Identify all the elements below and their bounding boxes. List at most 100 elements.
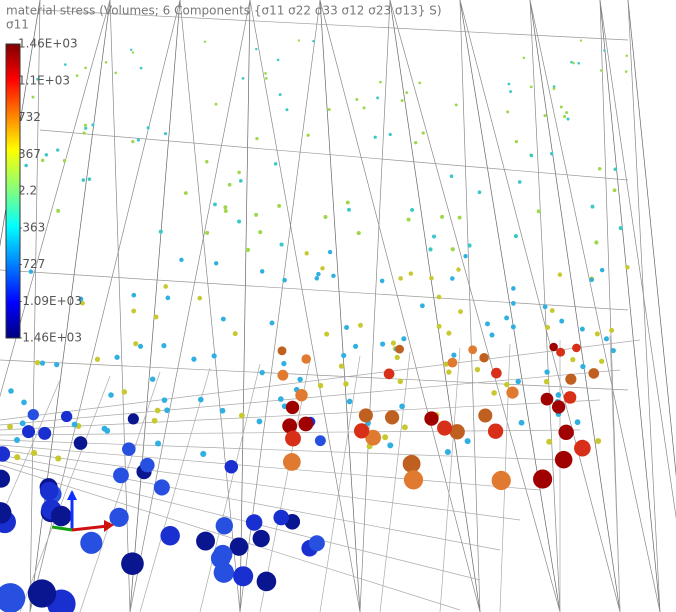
colorbar-label: 1.46E+03 — [18, 37, 78, 51]
colorbar-label: 732 — [18, 110, 41, 124]
point — [603, 49, 606, 52]
mesh-edge — [599, 0, 621, 612]
point — [50, 505, 72, 527]
point — [477, 190, 482, 195]
point — [549, 308, 555, 313]
point — [8, 388, 14, 394]
point — [517, 180, 522, 184]
point — [56, 148, 60, 152]
point — [279, 242, 284, 247]
point — [121, 389, 128, 395]
point — [599, 69, 603, 72]
point — [543, 378, 550, 385]
mesh-edge — [109, 0, 131, 612]
point — [506, 110, 510, 114]
colorbar-label: 1.1E+03 — [18, 73, 70, 87]
point — [205, 230, 210, 235]
title: material stress (Volumes; 6 Components {… — [6, 4, 442, 18]
point — [487, 423, 504, 439]
point — [356, 231, 361, 236]
point — [565, 373, 577, 385]
point — [264, 72, 267, 75]
point — [75, 74, 79, 77]
point — [599, 358, 605, 364]
point — [357, 322, 363, 328]
point — [278, 396, 284, 402]
point — [19, 420, 26, 427]
point — [489, 332, 495, 338]
point — [114, 354, 120, 360]
point — [506, 386, 519, 399]
point — [255, 47, 258, 51]
point — [491, 390, 497, 396]
point — [522, 56, 526, 60]
point — [197, 295, 203, 301]
point — [549, 342, 558, 352]
point — [163, 284, 168, 289]
mesh-edge — [249, 0, 361, 612]
point — [574, 419, 581, 426]
point — [210, 548, 231, 569]
point — [273, 162, 278, 166]
point — [140, 457, 155, 473]
point — [214, 102, 218, 106]
point — [570, 60, 573, 64]
axes-triad — [51, 490, 114, 532]
point — [401, 424, 408, 431]
point — [220, 316, 226, 322]
point — [164, 407, 170, 414]
point — [233, 566, 254, 587]
point — [256, 571, 277, 592]
point — [474, 366, 481, 373]
point — [151, 417, 158, 424]
point — [223, 208, 228, 213]
point — [570, 357, 576, 363]
point — [458, 309, 463, 315]
point — [565, 111, 569, 115]
point — [317, 382, 324, 389]
point — [387, 442, 394, 449]
point — [213, 261, 219, 266]
point — [327, 249, 333, 255]
point — [572, 61, 575, 65]
point — [27, 409, 39, 421]
point — [155, 440, 162, 447]
point — [14, 437, 21, 444]
point — [544, 369, 550, 375]
point — [444, 448, 451, 456]
mesh-edge — [599, 0, 661, 612]
point — [276, 58, 280, 62]
mesh-edge — [0, 399, 601, 431]
point — [114, 71, 118, 75]
point — [341, 352, 347, 359]
point — [80, 300, 85, 306]
point — [55, 455, 62, 462]
point — [424, 411, 439, 426]
mesh-edge — [627, 0, 676, 478]
point — [39, 360, 46, 366]
colorbar-label: -1.46E+03 — [18, 331, 82, 345]
point — [255, 136, 259, 141]
point — [60, 410, 73, 423]
point — [373, 135, 377, 139]
mesh-edge — [129, 0, 181, 612]
point — [238, 412, 245, 419]
point — [410, 207, 415, 212]
point — [504, 381, 510, 388]
point — [36, 77, 39, 81]
point — [297, 39, 301, 42]
point — [104, 427, 111, 434]
point — [256, 418, 263, 425]
point — [131, 51, 135, 54]
point — [44, 153, 49, 157]
point — [324, 331, 330, 337]
point — [597, 167, 602, 171]
mesh-edge — [79, 371, 161, 612]
point — [73, 436, 88, 450]
point — [440, 214, 445, 219]
point — [71, 421, 78, 428]
point — [515, 378, 521, 385]
mesh-edge — [259, 359, 311, 612]
point — [563, 115, 567, 119]
point — [158, 229, 163, 234]
